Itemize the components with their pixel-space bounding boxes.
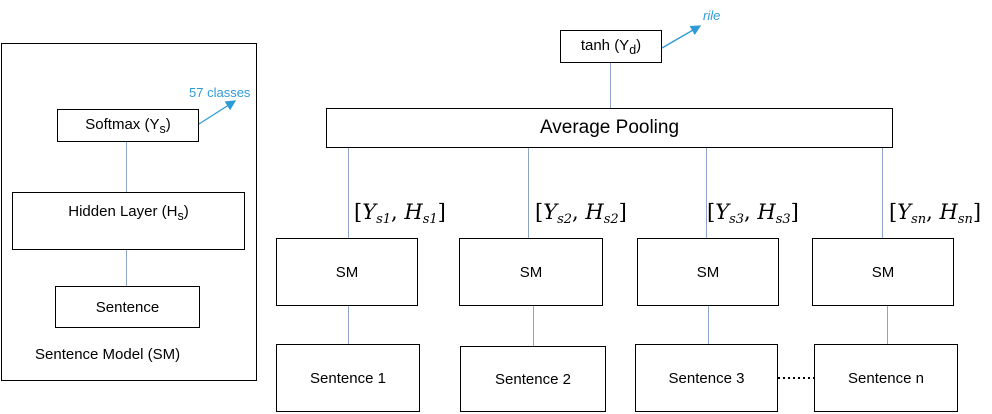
sm-label: SM bbox=[871, 263, 895, 281]
sentence-model-caption: Sentence Model (SM) bbox=[35, 346, 181, 363]
sentence-box-3: Sentence 3 bbox=[635, 344, 778, 412]
connector-sm-sentence-4 bbox=[887, 306, 888, 344]
yh-label-4: [Ysn, Hsn] bbox=[889, 200, 982, 227]
connector-hidden-sentence bbox=[126, 250, 127, 286]
connector-tanh-pooling bbox=[610, 63, 611, 109]
connector-sm-sentence-3 bbox=[708, 306, 709, 344]
yh-label-1: [Ys1, Hs1] bbox=[354, 200, 446, 227]
sm-box-2: SM bbox=[459, 238, 603, 306]
sm-label: SM bbox=[335, 263, 359, 281]
connector-softmax-hidden bbox=[126, 142, 127, 193]
hidden-layer-box: Hidden Layer (Hs) bbox=[12, 192, 245, 250]
rile-label: rile bbox=[703, 8, 721, 23]
classes-label: 57 classes bbox=[189, 85, 251, 100]
tanh-label: tanh (Yd) bbox=[580, 36, 642, 57]
connector-pool-sm-2 bbox=[528, 148, 529, 238]
sentence-1-label: Sentence 1 bbox=[310, 369, 386, 387]
sentence-3-label: Sentence 3 bbox=[668, 369, 745, 387]
sentence-box-n: Sentence n bbox=[814, 344, 958, 412]
average-pooling-box: Average Pooling bbox=[326, 108, 893, 148]
connector-pool-sm-1 bbox=[348, 148, 349, 238]
sentence-box: Sentence bbox=[55, 286, 200, 328]
classes-arrow bbox=[198, 100, 237, 125]
tanh-box: tanh (Yd) bbox=[560, 30, 662, 63]
sm-box-3: SM bbox=[637, 238, 779, 306]
connector-pool-sm-4 bbox=[882, 148, 883, 238]
sentence-box-2: Sentence 2 bbox=[460, 346, 606, 412]
yh-label-3: [Ys3, Hs3] bbox=[707, 200, 799, 227]
average-pooling-label: Average Pooling bbox=[539, 117, 680, 138]
hidden-layer-label: Hidden Layer (Hs) bbox=[68, 203, 189, 223]
softmax-label: Softmax (Ys) bbox=[85, 115, 171, 136]
yh-label-2: [Ys2, Hs2] bbox=[535, 200, 627, 227]
sentence-2-label: Sentence 2 bbox=[495, 370, 571, 388]
connector-pool-sm-3 bbox=[706, 148, 707, 238]
rile-arrow bbox=[661, 25, 702, 49]
softmax-box: Softmax (Ys) bbox=[57, 109, 199, 142]
sentence-box-1: Sentence 1 bbox=[276, 344, 420, 412]
sm-label: SM bbox=[696, 263, 720, 281]
sm-label: SM bbox=[519, 263, 543, 281]
sm-box-4: SM bbox=[812, 238, 954, 306]
sentence-model-frame bbox=[1, 43, 257, 381]
sentence-n-label: Sentence n bbox=[848, 369, 924, 387]
sentence-label: Sentence bbox=[95, 298, 160, 316]
sm-box-1: SM bbox=[276, 238, 418, 306]
connector-sm-sentence-2 bbox=[533, 306, 534, 346]
connector-sm-sentence-1 bbox=[348, 306, 349, 344]
